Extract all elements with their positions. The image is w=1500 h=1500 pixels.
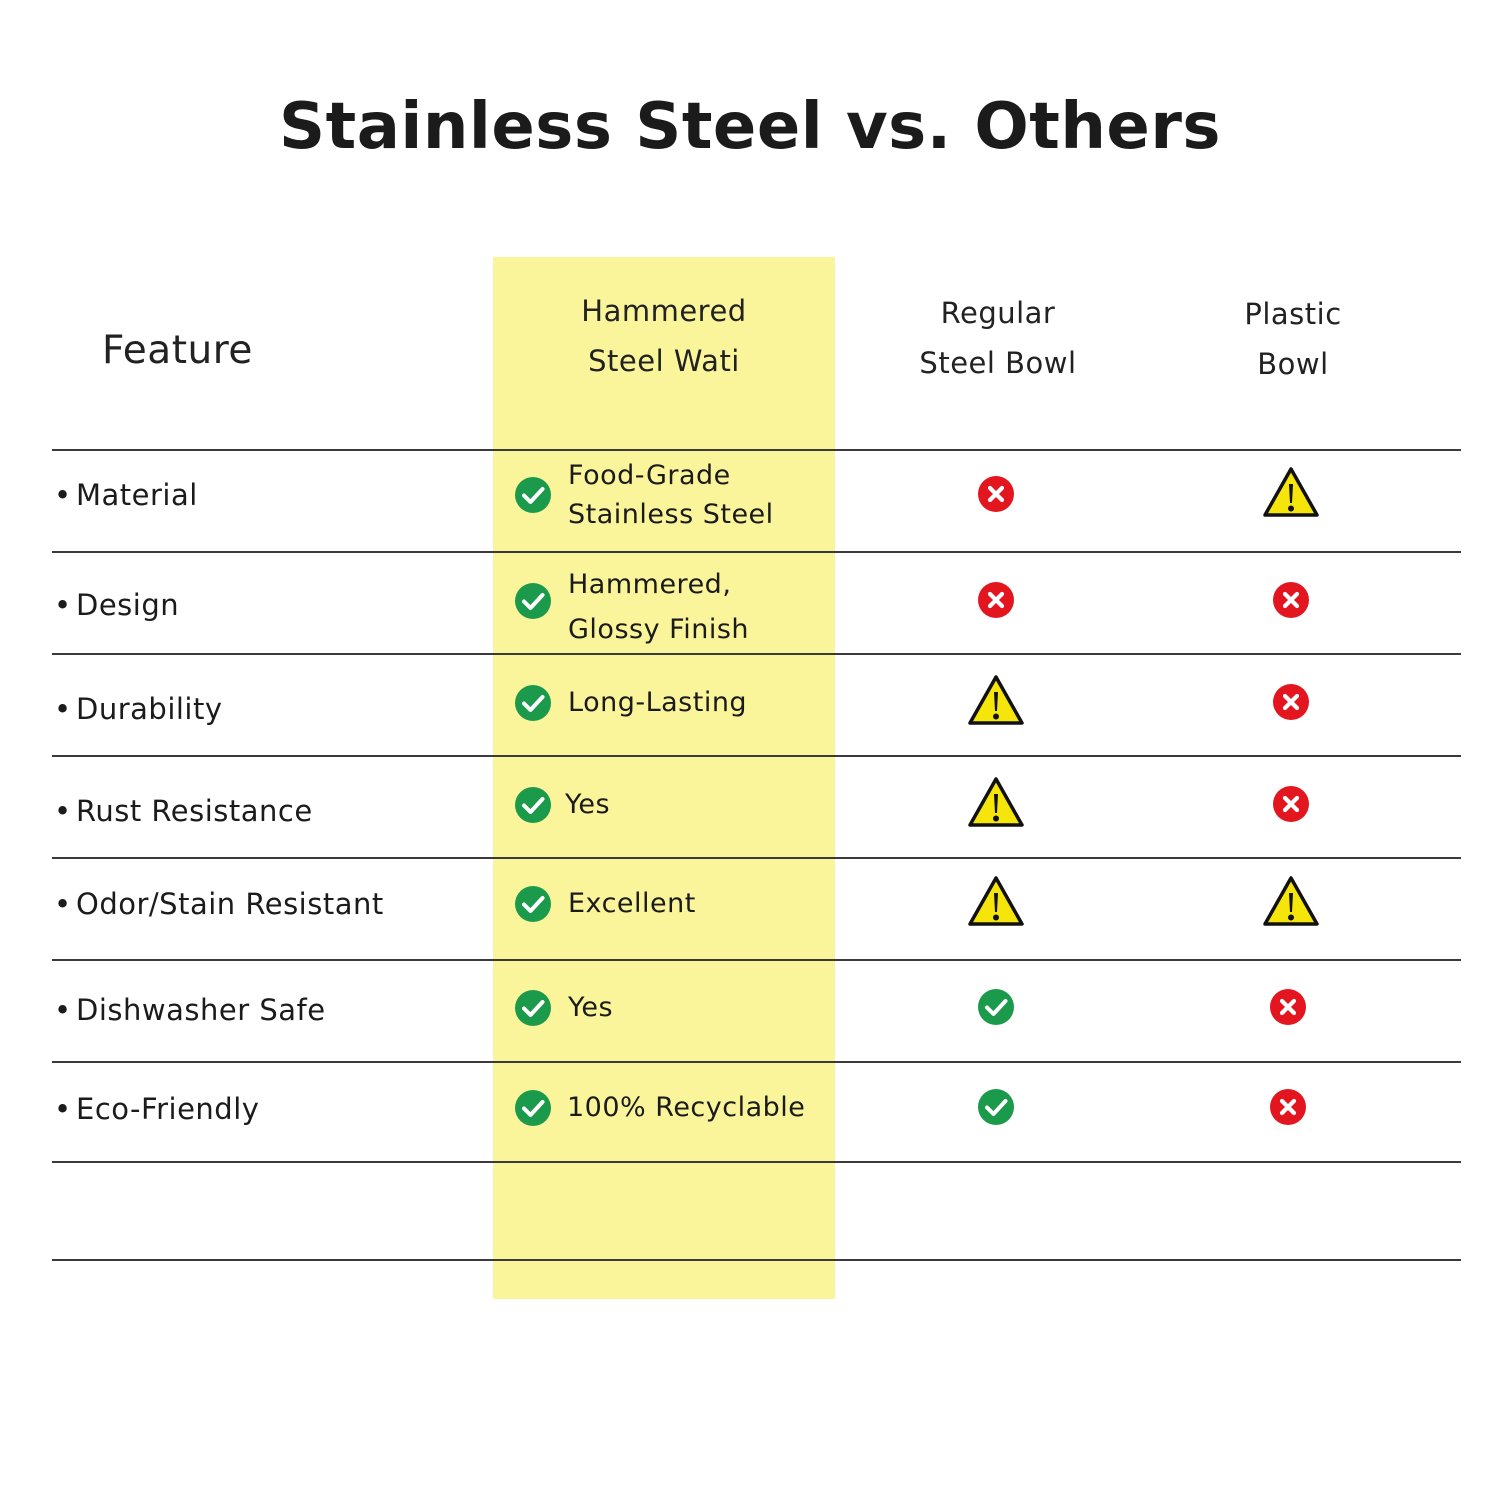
warning-icon: [1263, 467, 1319, 517]
row-divider: [52, 653, 1461, 655]
warning-icon: [1263, 876, 1319, 926]
row-divider: [52, 857, 1461, 859]
cross-icon: [1273, 786, 1309, 822]
header-line: Bowl: [1257, 347, 1329, 381]
header-hammered-steel-wati: Hammered Steel Wati: [493, 286, 835, 386]
feature-text: Rust Resistance: [76, 794, 313, 828]
feature-label: • Durability: [54, 692, 223, 726]
wati-value-line: Long-Lasting: [568, 687, 748, 718]
feature-text: Odor/Stain Resistant: [76, 887, 384, 921]
bullet: •: [54, 993, 72, 1027]
check-icon: [978, 989, 1014, 1025]
wati-value-line: Yes: [565, 789, 611, 820]
cross-icon: [1273, 582, 1309, 618]
cross-icon: [978, 582, 1014, 618]
row-divider: [52, 959, 1461, 961]
check-icon: [515, 886, 551, 922]
bullet: •: [54, 1092, 72, 1126]
check-icon: [978, 1089, 1014, 1125]
bullet: •: [54, 794, 72, 828]
wati-value: Yes: [565, 785, 610, 824]
wati-value: Long-Lasting: [568, 683, 747, 722]
page-title: Stainless Steel vs. Others: [279, 90, 1221, 164]
wati-value-line: Yes: [568, 992, 614, 1023]
header-line: Hammered: [581, 294, 747, 328]
check-icon: [515, 685, 551, 721]
feature-text: Design: [76, 588, 180, 622]
wati-value-line: Food-Grade: [568, 460, 731, 491]
feature-text: Dishwasher Safe: [76, 993, 326, 1027]
check-icon: [515, 787, 551, 823]
cross-icon: [1273, 684, 1309, 720]
feature-label: • Rust Resistance: [54, 794, 313, 828]
row-divider: [52, 449, 1461, 451]
check-icon: [515, 990, 551, 1026]
wati-value: Hammered, Glossy Finish: [568, 562, 749, 652]
wati-value: Food-Grade Stainless Steel: [568, 456, 774, 534]
feature-label: • Odor/Stain Resistant: [54, 887, 384, 921]
header-plastic-bowl: Plastic Bowl: [1143, 289, 1443, 389]
highlight-column: [493, 257, 835, 1299]
row-divider: [52, 755, 1461, 757]
warning-icon: [968, 777, 1024, 827]
check-icon: [515, 1090, 551, 1126]
check-icon: [515, 583, 551, 619]
wati-value: Excellent: [568, 884, 696, 923]
feature-text: Eco-Friendly: [76, 1092, 260, 1126]
row-divider: [52, 551, 1461, 553]
bullet: •: [54, 478, 72, 512]
row-divider: [52, 1161, 1461, 1163]
wati-value-line: 100% Recyclable: [567, 1092, 806, 1123]
wati-value-line: Excellent: [568, 888, 696, 919]
header-feature: Feature: [102, 328, 253, 373]
bullet: •: [54, 588, 72, 622]
feature-label: • Design: [54, 588, 179, 622]
feature-text: Material: [76, 478, 198, 512]
bullet: •: [54, 887, 72, 921]
row-divider: [52, 1259, 1461, 1261]
cross-icon: [1270, 989, 1306, 1025]
warning-icon: [968, 675, 1024, 725]
header-line: Regular: [940, 296, 1056, 330]
wati-value: 100% Recyclable: [567, 1088, 805, 1127]
warning-icon: [968, 876, 1024, 926]
feature-label: • Material: [54, 478, 198, 512]
cross-icon: [978, 476, 1014, 512]
header-regular-steel-bowl: Regular Steel Bowl: [848, 288, 1148, 388]
wati-value: Yes: [568, 988, 613, 1027]
wati-value-line: Stainless Steel: [568, 499, 774, 530]
bullet: •: [54, 692, 72, 726]
feature-text: Durability: [76, 692, 223, 726]
feature-label: • Dishwasher Safe: [54, 993, 326, 1027]
cross-icon: [1270, 1089, 1306, 1125]
feature-label: • Eco-Friendly: [54, 1092, 259, 1126]
wati-value-line: Hammered,: [568, 569, 732, 600]
wati-value-line: Glossy Finish: [568, 614, 749, 645]
header-line: Plastic: [1244, 297, 1342, 331]
header-line: Steel Wati: [588, 344, 740, 378]
row-divider: [52, 1061, 1461, 1063]
check-icon: [515, 477, 551, 513]
header-line: Steel Bowl: [919, 346, 1077, 380]
